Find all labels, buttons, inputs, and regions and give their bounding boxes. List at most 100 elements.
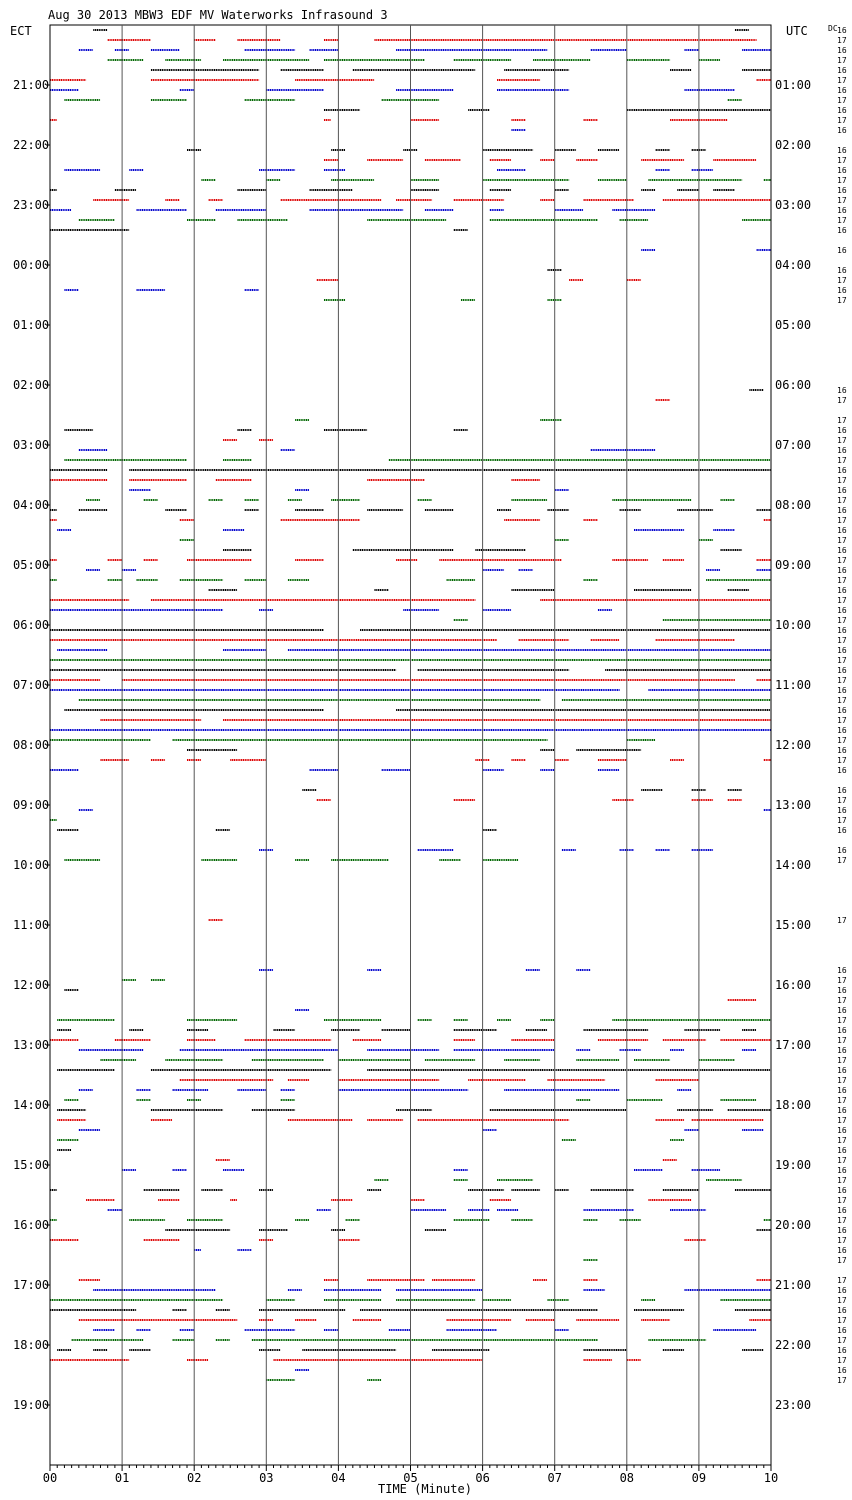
side-value-row-126: 16	[837, 1286, 847, 1295]
right-hour-label: 03:00	[775, 198, 811, 212]
left-hour-label: 15:00	[13, 1158, 49, 1172]
left-hour-label: 09:00	[13, 798, 49, 812]
side-value-row-132: 16	[837, 1346, 847, 1355]
side-value-row-46: 16	[837, 486, 847, 495]
left-hour-label: 22:00	[13, 138, 49, 152]
side-value-row-53: 17	[837, 556, 847, 565]
side-value-row-105: 17	[837, 1076, 847, 1085]
side-value-row-40: 16	[837, 426, 847, 435]
side-value-row-15: 17	[837, 176, 847, 185]
right-hour-label: 22:00	[775, 1338, 811, 1352]
side-value-row-43: 17	[837, 456, 847, 465]
side-value-row-14: 16	[837, 166, 847, 175]
side-value-row-13: 17	[837, 156, 847, 165]
side-value-row-83: 17	[837, 856, 847, 865]
side-value-row-57: 17	[837, 596, 847, 605]
side-value-row-80: 16	[837, 826, 847, 835]
x-tick-label: 08	[620, 1471, 634, 1485]
side-value-row-95: 17	[837, 976, 847, 985]
side-value-row-120: 16	[837, 1226, 847, 1235]
right-hour-label: 02:00	[775, 138, 811, 152]
side-value-row-121: 17	[837, 1236, 847, 1245]
side-value-row-77: 17	[837, 796, 847, 805]
left-hour-label: 01:00	[13, 318, 49, 332]
right-hour-label: 18:00	[775, 1098, 811, 1112]
side-value-row-59: 17	[837, 616, 847, 625]
right-hour-label: 17:00	[775, 1038, 811, 1052]
side-value-row-48: 16	[837, 506, 847, 515]
side-value-row-39: 17	[837, 416, 847, 425]
side-value-row-3: 17	[837, 56, 847, 65]
side-value-row-27: 17	[837, 296, 847, 305]
side-value-row-104: 16	[837, 1066, 847, 1075]
right-hour-label: 23:00	[775, 1398, 811, 1412]
x-tick-label: 05	[403, 1471, 417, 1485]
side-value-row-26: 16	[837, 286, 847, 295]
side-value-row-20: 16	[837, 226, 847, 235]
side-value-row-116: 16	[837, 1186, 847, 1195]
side-value-row-4: 16	[837, 66, 847, 75]
left-hour-label: 21:00	[13, 78, 49, 92]
left-hour-label: 06:00	[13, 618, 49, 632]
side-value-row-133: 17	[837, 1356, 847, 1365]
side-value-row-10: 16	[837, 126, 847, 135]
side-value-row-94: 16	[837, 966, 847, 975]
side-value-row-134: 16	[837, 1366, 847, 1375]
side-value-row-103: 17	[837, 1056, 847, 1065]
side-value-row-65: 17	[837, 676, 847, 685]
left-hour-label: 04:00	[13, 498, 49, 512]
left-hour-labels: 21:00 22:00 23:00 00:00 01:00 02:00 03:00 04:00…	[13, 78, 50, 1412]
side-value-row-98: 16	[837, 1006, 847, 1015]
side-value-row-117: 17	[837, 1196, 847, 1205]
x-tick-label: 02	[187, 1471, 201, 1485]
side-value-row-100: 16	[837, 1026, 847, 1035]
side-value-row-123: 17	[837, 1256, 847, 1265]
side-value-row-131: 17	[837, 1336, 847, 1345]
right-corner-label: DC	[828, 24, 838, 33]
side-value-row-42: 16	[837, 446, 847, 455]
right-hour-label: 20:00	[775, 1218, 811, 1232]
left-hour-label: 16:00	[13, 1218, 49, 1232]
side-value-row-8: 16	[837, 106, 847, 115]
left-hour-label: 03:00	[13, 438, 49, 452]
right-hour-label: 19:00	[775, 1158, 811, 1172]
right-hour-label: 12:00	[775, 738, 811, 752]
left-hour-label: 18:00	[13, 1338, 49, 1352]
right-hour-label: 01:00	[775, 78, 811, 92]
right-hour-label: 13:00	[775, 798, 811, 812]
x-tick-label: 00	[43, 1471, 57, 1485]
side-value-row-128: 16	[837, 1306, 847, 1315]
side-value-row-2: 16	[837, 46, 847, 55]
side-value-row-68: 16	[837, 706, 847, 715]
right-hour-labels: 01:00 02:00 03:00 04:00 05:00 06:00 07:00 08:00…	[775, 78, 811, 1412]
side-value-row-51: 17	[837, 536, 847, 545]
side-value-row-49: 17	[837, 516, 847, 525]
right-hour-label: 14:00	[775, 858, 811, 872]
right-hour-label: 04:00	[775, 258, 811, 272]
right-hour-label: 11:00	[775, 678, 811, 692]
x-axis-ticks: 00 01 02 03 04 05 06 07 08 09 10	[43, 1465, 778, 1485]
side-value-row-135: 17	[837, 1376, 847, 1385]
left-hour-label: 11:00	[13, 918, 49, 932]
side-value-row-24: 16	[837, 266, 847, 275]
side-value-row-19: 17	[837, 216, 847, 225]
right-hour-label: 05:00	[775, 318, 811, 332]
side-value-row-37: 17	[837, 396, 847, 405]
side-value-row-9: 17	[837, 116, 847, 125]
side-value-row-52: 16	[837, 546, 847, 555]
side-value-row-78: 16	[837, 806, 847, 815]
right-hour-label: 16:00	[775, 978, 811, 992]
side-value-row-66: 16	[837, 686, 847, 695]
x-tick-label: 01	[115, 1471, 129, 1485]
side-value-row-130: 16	[837, 1326, 847, 1335]
side-value-row-74: 16	[837, 766, 847, 775]
side-value-row-113: 17	[837, 1156, 847, 1165]
side-value-row-36: 16	[837, 386, 847, 395]
left-hour-label: 12:00	[13, 978, 49, 992]
left-hour-label: 00:00	[13, 258, 49, 272]
side-value-row-41: 17	[837, 436, 847, 445]
side-value-row-118: 16	[837, 1206, 847, 1215]
right-hour-label: 08:00	[775, 498, 811, 512]
side-value-row-89: 17	[837, 916, 847, 925]
left-hour-label: 07:00	[13, 678, 49, 692]
